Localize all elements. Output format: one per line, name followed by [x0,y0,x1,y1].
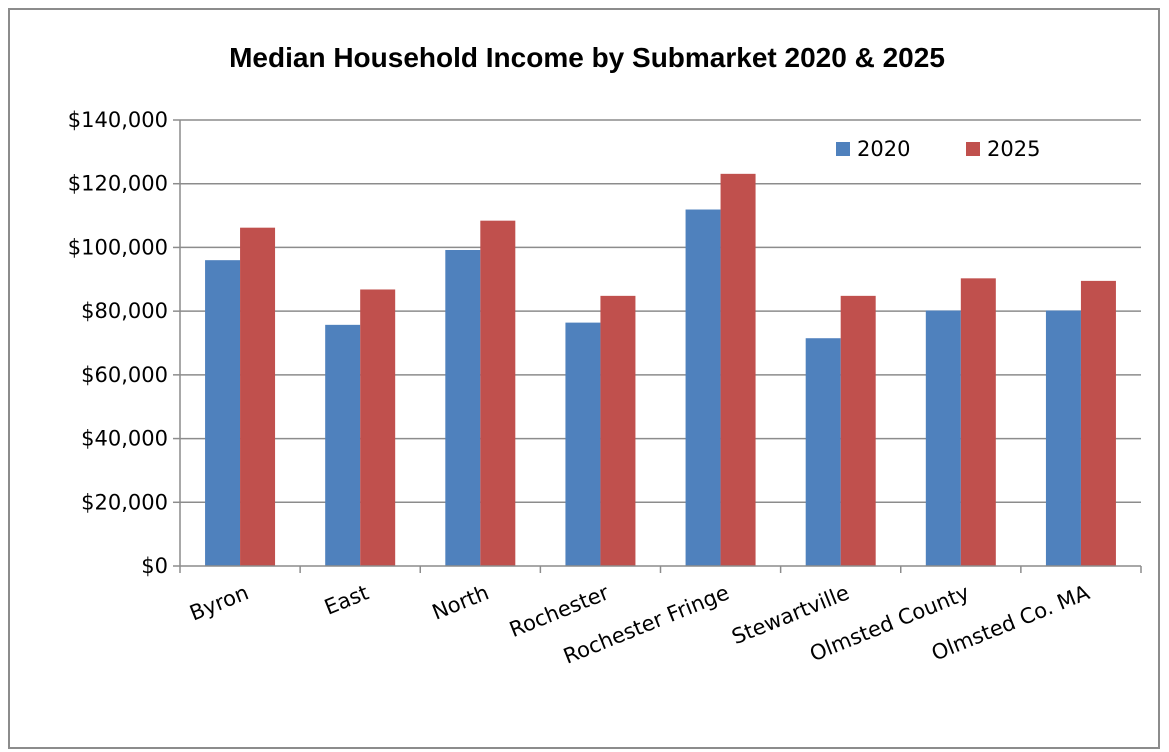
bar-2020-east [325,324,361,566]
x-tick-label: East [321,580,372,619]
legend-swatch-2020 [836,142,850,156]
legend-label-2020: 2020 [857,137,910,161]
y-tick-label: $120,000 [68,172,168,196]
x-tick-label: Byron [186,580,252,625]
bar-2025-east [360,289,396,566]
bar-2025-byron [240,227,276,567]
legend-label-2025: 2025 [987,137,1040,161]
bar-2025-north [480,220,516,566]
bar-2025-stewartville [840,295,876,566]
axes [179,120,1142,573]
y-tick-label: $100,000 [68,235,168,259]
bar-2020-byron [205,260,241,566]
y-tick-label: $20,000 [81,490,168,514]
y-tick-label: $40,000 [81,427,168,451]
bar-2020-olmsted-county [925,310,961,566]
bar-2020-rochester [565,322,601,566]
bars [205,173,1116,567]
legend-swatch-2025 [966,142,980,156]
bar-2025-olmsted-co-ma [1080,280,1116,566]
bar-2020-rochester-fringe [685,209,721,567]
y-tick-label: $140,000 [68,108,168,132]
bar-2025-olmsted-county [960,278,996,566]
chart-title: Median Household Income by Submarket 202… [229,42,945,73]
legend: 2020 2025 [836,137,1040,161]
bar-2020-north [445,249,481,566]
y-tick-label: $60,000 [81,363,168,387]
bar-2025-rochester-fringe [720,173,756,567]
bar-2020-olmsted-co-ma [1045,310,1081,566]
y-axis-ticks: $0 $20,000 $40,000 $60,000 $80,000 $100,000 $1… [68,108,168,578]
y-tick-label: $0 [141,554,168,578]
x-tick-label: North [429,580,492,624]
bar-2020-stewartville [805,338,841,566]
y-tick-label: $80,000 [81,299,168,323]
bar-2025-rochester [600,295,636,566]
